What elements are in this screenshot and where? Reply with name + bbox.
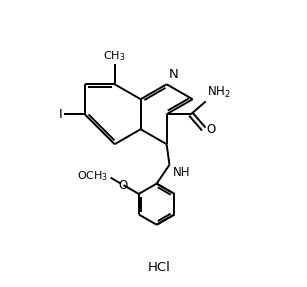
Text: NH$_2$: NH$_2$ [207,85,231,100]
Text: CH$_3$: CH$_3$ [103,49,126,63]
Text: O: O [206,123,215,135]
Text: NH: NH [173,166,190,179]
Text: N: N [169,68,179,82]
Text: O: O [119,179,128,191]
Text: HCl: HCl [148,261,171,274]
Text: I: I [58,108,62,121]
Text: OCH$_3$: OCH$_3$ [77,169,108,183]
